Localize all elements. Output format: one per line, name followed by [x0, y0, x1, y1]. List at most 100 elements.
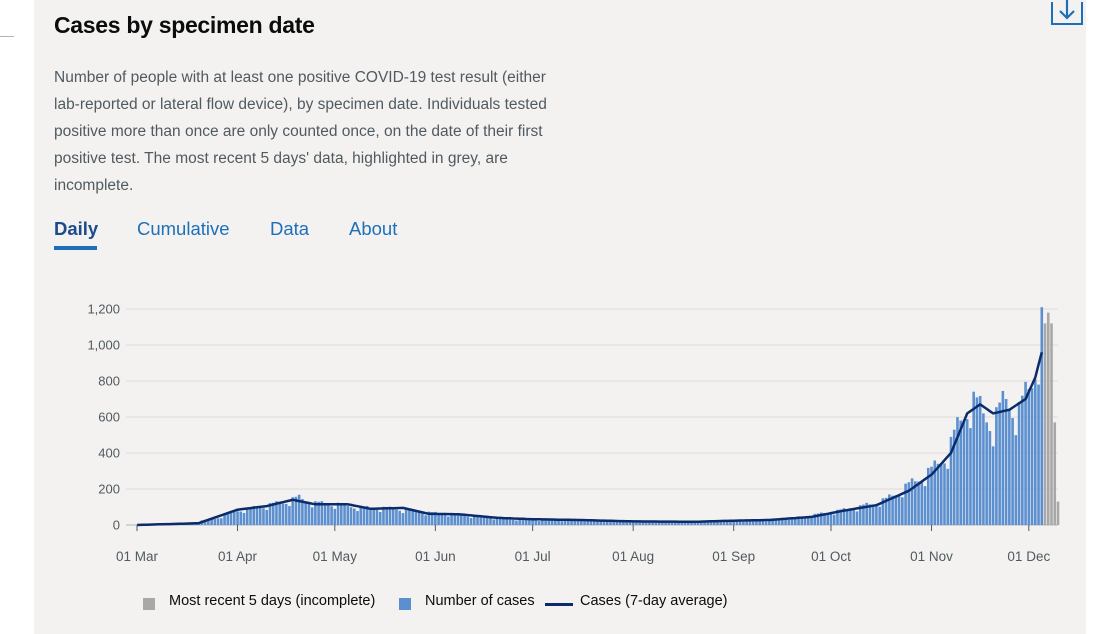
bar	[369, 508, 372, 525]
bar	[472, 515, 476, 525]
tab-about[interactable]: About	[349, 218, 398, 239]
bar	[910, 478, 914, 525]
bar	[255, 507, 259, 525]
bar	[356, 511, 359, 525]
tab-daily[interactable]: Daily	[54, 218, 99, 239]
legend-swatch-average	[545, 603, 573, 606]
bar	[774, 518, 778, 525]
bar	[271, 502, 275, 525]
bar	[268, 503, 272, 525]
bar	[258, 507, 262, 525]
bar	[330, 506, 333, 525]
bar	[541, 519, 544, 525]
bar	[365, 505, 369, 525]
bar	[408, 509, 411, 525]
bar	[534, 520, 538, 525]
bar	[907, 482, 911, 525]
bar	[985, 422, 988, 525]
bar	[622, 521, 625, 525]
bar	[991, 446, 995, 525]
bar	[421, 513, 424, 525]
legend-label-cases: Number of cases	[425, 593, 535, 609]
tab-cumulative[interactable]: Cumulative	[137, 218, 230, 239]
bar	[239, 511, 243, 525]
bar	[683, 521, 687, 525]
bar	[502, 517, 505, 525]
bar	[340, 503, 343, 525]
bar	[845, 509, 849, 525]
download-button[interactable]	[1050, 0, 1084, 26]
download-icon	[1051, 0, 1083, 25]
bar	[333, 508, 337, 525]
bar	[213, 519, 217, 525]
bar	[849, 509, 852, 525]
bar	[417, 512, 421, 525]
bar	[511, 519, 515, 525]
bar	[1011, 418, 1014, 525]
bar	[891, 495, 894, 525]
bar	[404, 508, 408, 525]
bar	[498, 517, 502, 525]
bar	[459, 515, 463, 525]
bar	[735, 521, 739, 525]
bar	[537, 520, 541, 525]
bar	[505, 518, 508, 525]
bar	[1014, 435, 1018, 525]
bar	[343, 503, 346, 525]
bar	[495, 517, 499, 525]
x-tick-label: 01 Apr	[218, 549, 258, 564]
bar	[674, 522, 677, 525]
bar	[982, 413, 985, 525]
bar	[589, 520, 593, 525]
bar	[978, 395, 982, 525]
bar	[677, 521, 680, 525]
bar	[492, 519, 496, 525]
bar	[1017, 402, 1021, 525]
bar	[563, 519, 567, 525]
bar	[1004, 399, 1008, 525]
x-tick-label: 01 Dec	[1007, 549, 1050, 564]
bar	[657, 521, 661, 525]
bar	[975, 397, 979, 525]
bar	[764, 521, 768, 525]
bar	[262, 508, 265, 525]
bar	[868, 504, 872, 525]
bar	[411, 509, 414, 525]
bar	[284, 503, 288, 525]
bar	[612, 520, 616, 525]
bar	[654, 521, 658, 525]
bar	[232, 511, 236, 525]
bar-incomplete	[1056, 501, 1060, 525]
bar	[943, 463, 946, 525]
bar	[515, 520, 518, 525]
bar	[395, 509, 398, 525]
bar-incomplete	[1050, 323, 1053, 525]
active-tab-indicator	[54, 246, 97, 250]
legend-label-incomplete: Most recent 5 days (incomplete)	[169, 593, 376, 609]
bar	[939, 463, 943, 525]
bar	[962, 419, 966, 525]
bar	[557, 520, 560, 525]
bar	[829, 513, 833, 525]
bar	[969, 428, 972, 525]
bar	[323, 503, 327, 525]
bar	[784, 519, 787, 525]
bar	[434, 511, 437, 525]
bar	[592, 519, 596, 525]
bar	[281, 503, 285, 525]
bar	[810, 517, 813, 525]
bar	[926, 467, 930, 525]
bar	[469, 518, 473, 525]
bar	[437, 513, 440, 525]
bar	[245, 507, 249, 525]
bar	[524, 518, 528, 525]
bar	[709, 521, 713, 525]
bar	[489, 518, 492, 525]
bar	[716, 521, 719, 525]
page-title: Cases by specimen date	[54, 12, 315, 38]
bar	[862, 504, 865, 525]
bar	[382, 506, 385, 525]
bar	[223, 514, 226, 525]
tab-data[interactable]: Data	[270, 218, 310, 239]
bar	[456, 513, 460, 525]
